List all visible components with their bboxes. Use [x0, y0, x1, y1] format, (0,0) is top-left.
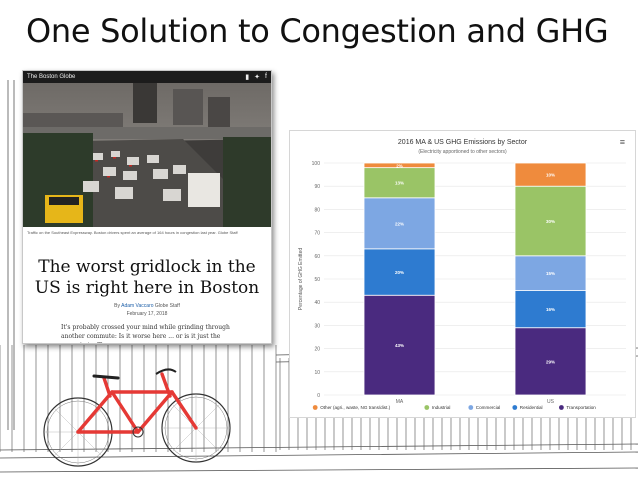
legend-entry: Industrial — [432, 405, 451, 410]
data-label: 16% — [546, 307, 555, 312]
article-byline: By Adam Vaccaro Globe Staff — [114, 303, 180, 309]
legend-entry: Residential — [520, 405, 543, 410]
bar-segment — [514, 162, 587, 187]
legend-marker — [312, 405, 318, 410]
legend-entry: Commercial — [476, 405, 501, 410]
x-tick-label: MA — [396, 399, 404, 405]
legend-marker — [468, 405, 474, 410]
legend-entry: Other (agri., waste, NG trans/dist.) — [320, 405, 390, 410]
twitter-icon[interactable]: ✦ — [254, 74, 261, 81]
bar-segment — [514, 327, 587, 396]
y-tick-label: 20 — [314, 347, 320, 353]
data-label: 15% — [546, 271, 555, 276]
data-label: 10% — [546, 173, 555, 178]
y-tick-label: 0 — [317, 393, 320, 399]
legend-marker — [424, 405, 430, 410]
y-tick-label: 40 — [314, 300, 320, 306]
data-label: 30% — [546, 219, 555, 224]
legend-entry: Transportation — [566, 405, 596, 410]
article-date: February 17, 2018 — [126, 311, 168, 317]
author-link[interactable]: Adam Vaccaro — [121, 303, 154, 309]
article-topbar: The Boston Globe ▮ ✦ f — [23, 71, 271, 83]
chart-subtitle: (Electricity apportioned to other sector… — [418, 149, 507, 155]
flipboard-icon[interactable]: ▮ — [245, 74, 250, 81]
data-label: 29% — [546, 359, 555, 364]
bar-segment — [514, 255, 587, 292]
traffic-photo — [23, 83, 271, 227]
article-body: It's probably crossed your mind while gr… — [61, 324, 230, 343]
chart-title: 2016 MA & US GHG Emissions by Sector — [397, 139, 528, 146]
data-label: 43% — [395, 343, 404, 348]
y-tick-label: 30 — [314, 323, 320, 329]
y-tick-label: 100 — [312, 161, 321, 167]
y-tick-label: 50 — [314, 277, 320, 283]
data-label: 20% — [395, 270, 404, 275]
data-label: 13% — [395, 181, 404, 186]
emissions-chart-card: 0 10 20 30 40 50 60 70 80 90 100 Percentage of GHG … — [289, 130, 636, 418]
bicycle-sketch — [43, 368, 231, 467]
facebook-icon[interactable]: f — [265, 73, 267, 80]
bar-segment — [363, 294, 436, 396]
news-article-clipping: The Boston Globe ▮ ✦ f — [22, 70, 272, 344]
y-tick-label: 70 — [314, 231, 320, 237]
legend-marker — [559, 405, 564, 410]
article-headline: The worst gridlock in the US is right he… — [34, 257, 260, 298]
y-axis-label: Percentage of GHG Emitted — [298, 248, 304, 310]
bar-segment — [514, 290, 587, 329]
x-tick-label: US — [547, 399, 555, 405]
emissions-chart: 0 10 20 30 40 50 60 70 80 90 100 Percentage of GHG … — [298, 161, 626, 410]
y-tick-label: 60 — [314, 254, 320, 260]
bar-segment — [363, 162, 436, 169]
y-tick-label: 80 — [314, 207, 320, 213]
legend-marker — [512, 405, 518, 410]
y-tick-label: 90 — [314, 184, 320, 190]
masthead: The Boston Globe — [27, 74, 76, 80]
bar-segment — [363, 197, 436, 250]
data-label: 22% — [395, 221, 404, 226]
y-tick-label: 10 — [314, 370, 320, 376]
photo-credit: Globe Staff — [217, 230, 238, 235]
slide-title: One Solution to Congestion and GHG — [26, 12, 609, 50]
hamburger-menu-icon[interactable]: ≡ — [619, 137, 625, 147]
data-label: 2% — [396, 163, 403, 168]
bar-segment — [514, 185, 587, 257]
photo-caption: Traffic on the Southeast Expressway. Bos… — [27, 230, 238, 235]
